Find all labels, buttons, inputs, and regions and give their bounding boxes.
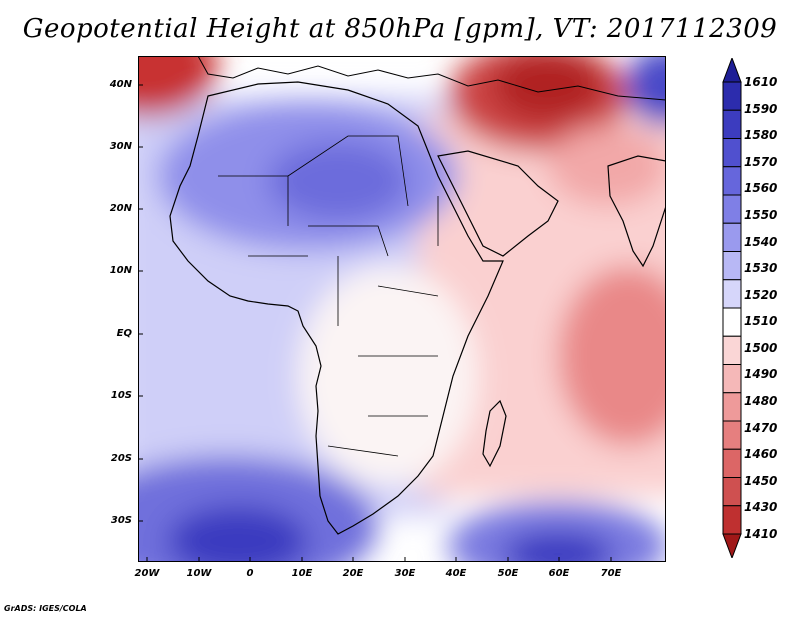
field-white-central [298, 266, 478, 486]
colorbar-swatch [722, 251, 742, 281]
colorbar-label: 1590 [744, 101, 778, 116]
colorbar-label: 1470 [744, 420, 778, 435]
map-ticks [138, 84, 612, 562]
arabia-outline [437, 150, 559, 257]
colorbar-swatch [722, 477, 742, 507]
lon-label-10w: 10W [186, 568, 212, 579]
colorbar-swatch [722, 307, 742, 337]
lat-label-10s: 10S [110, 390, 132, 401]
colorbar-label: 1510 [744, 314, 778, 329]
colorbar-label: 1490 [744, 367, 778, 382]
colorbar-swatch [722, 279, 742, 309]
colorbar-label: 1450 [744, 473, 778, 488]
colorbar-swatch [722, 335, 742, 365]
lat-label-eq: EQ [116, 328, 132, 339]
footer-credit: GrADS: IGES/COLA [4, 604, 87, 613]
lon-label-30e: 30E [394, 568, 416, 579]
geopotential-height-map [138, 56, 666, 562]
lat-label-10n: 10N [109, 265, 132, 276]
colorbar-label: 1460 [744, 447, 778, 462]
field-south-indian-core [503, 532, 613, 562]
lon-label-50e: 50E [497, 568, 519, 579]
colorbar-swatch [722, 392, 742, 422]
lat-label-20s: 20S [110, 453, 132, 464]
colorbar-label: 1530 [744, 261, 778, 276]
madagascar-outline [482, 399, 507, 468]
colorbar-swatch [722, 81, 742, 111]
colorbar-label: 1430 [744, 500, 778, 515]
colorbar-label: 1560 [744, 181, 778, 196]
colorbar-swatch [722, 364, 742, 394]
colorbar-bottom-arrow [722, 533, 742, 558]
colorbar [722, 58, 742, 558]
lon-label-70e: 70E [600, 568, 622, 579]
field-iran-pink [548, 126, 666, 206]
map-frame [138, 56, 666, 562]
lat-label-40n: 40N [109, 79, 132, 90]
colorbar-swatch [722, 194, 742, 224]
field-south-indian [448, 501, 666, 562]
africa-coastline [169, 81, 504, 535]
colorbar-top-arrow [722, 58, 742, 83]
lon-label-0: 0 [246, 568, 254, 579]
country-borders [218, 135, 439, 457]
colorbar-swatch [722, 420, 742, 450]
lon-label-60e: 60E [548, 568, 570, 579]
colorbar-label: 1480 [744, 394, 778, 409]
lat-label-30s: 30S [110, 515, 132, 526]
colorbar-swatch [722, 222, 742, 252]
field-sahara-core [268, 141, 408, 221]
colorbar-swatch [722, 505, 742, 535]
field-nw-low [138, 56, 218, 116]
colorbar-label: 1410 [744, 527, 778, 541]
colorbar-swatch [722, 166, 742, 196]
colorbar-swatch [722, 109, 742, 139]
europe-coastline [197, 56, 666, 101]
colorbar-label: 1550 [744, 207, 778, 222]
lon-label-20e: 20E [342, 568, 364, 579]
lon-label-10e: 10E [291, 568, 313, 579]
lat-label-20n: 20N [109, 203, 132, 214]
colorbar-label: 1580 [744, 128, 778, 143]
colorbar-swatch [722, 448, 742, 478]
lon-label-40e: 40E [445, 568, 467, 579]
field-middle-east-core [493, 56, 603, 121]
colorbar-label: 1610 [744, 75, 778, 89]
colorbar-label: 1520 [744, 287, 778, 302]
field-indian-ocean-low [558, 266, 666, 446]
colorbar-label: 1570 [744, 154, 778, 169]
colorbar-label: 1540 [744, 234, 778, 249]
colorbar-label: 1500 [744, 340, 778, 355]
field-south-atlantic-core [168, 506, 308, 562]
chart-title: Geopotential Height at 850hPa [gpm], VT:… [22, 14, 778, 44]
india-outline [607, 155, 666, 268]
colorbar-swatch [722, 138, 742, 168]
field-ne-high [626, 56, 666, 126]
lat-label-30n: 30N [109, 141, 132, 152]
lon-label-20w: 20W [134, 568, 160, 579]
